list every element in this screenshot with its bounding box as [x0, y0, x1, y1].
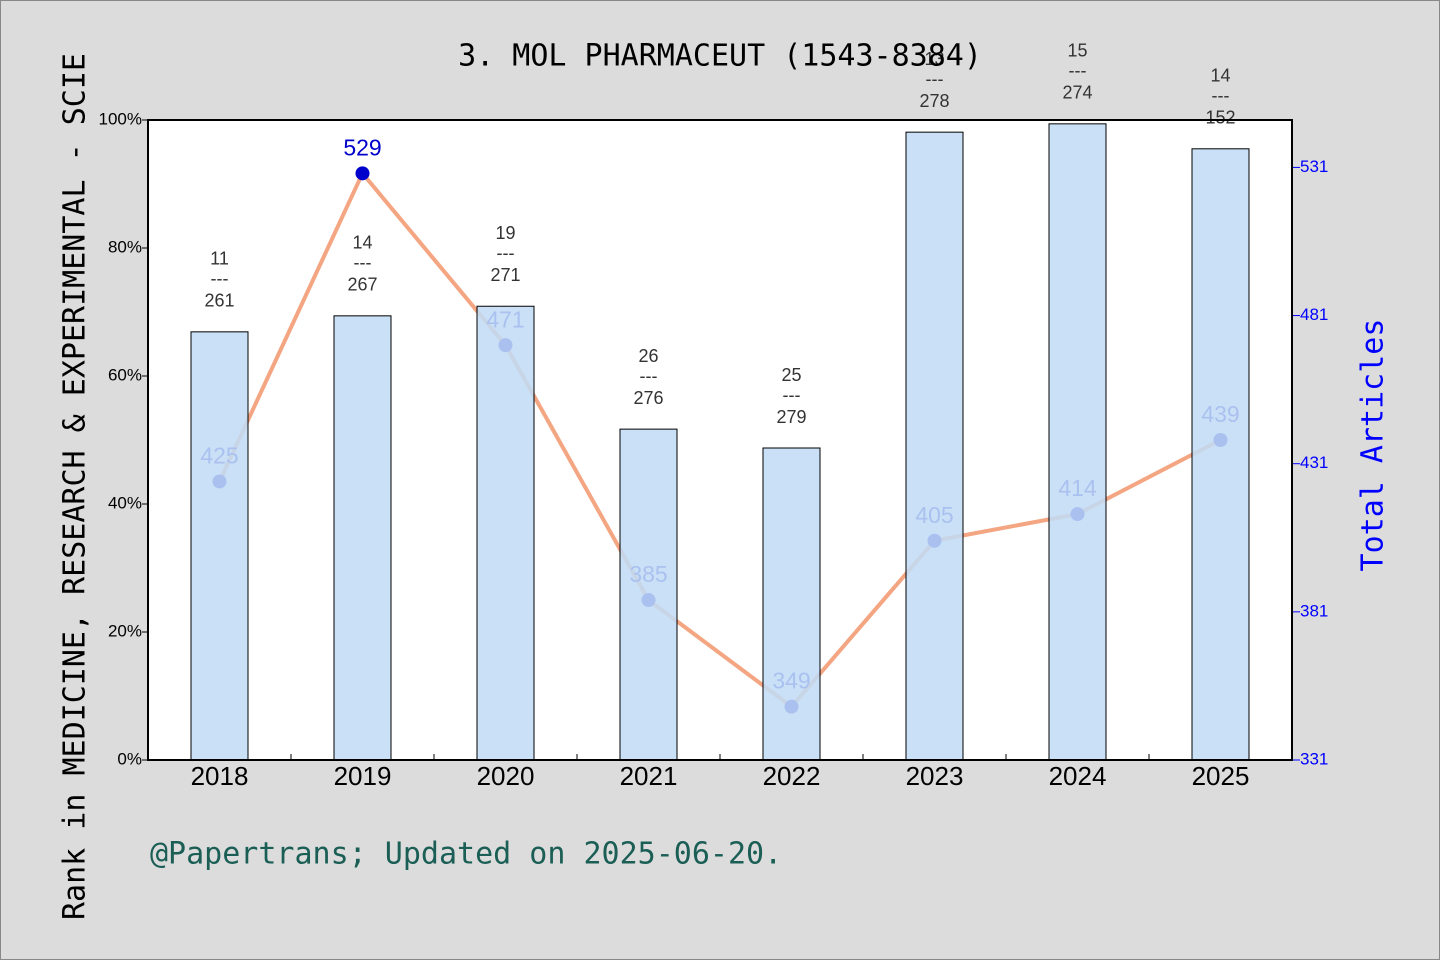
rank-label: 14 [1210, 66, 1230, 86]
y2-tick-label: 331 [1300, 749, 1328, 768]
x-tick-label: 2025 [1192, 761, 1250, 791]
y2-tick-label: 481 [1300, 305, 1328, 324]
rank-separator: --- [1069, 61, 1087, 81]
rank-total: 261 [204, 291, 234, 311]
y-tick-label: 100% [99, 109, 142, 128]
rank-total: 278 [919, 91, 949, 111]
rank-label: 25 [781, 365, 801, 385]
point [355, 166, 370, 181]
y2-tick-label: 531 [1300, 157, 1328, 176]
bar [1191, 148, 1250, 761]
rank-total: 274 [1062, 83, 1092, 103]
bar [619, 428, 678, 761]
x-tick-label: 2019 [334, 761, 392, 791]
plot-area [148, 120, 1292, 760]
bar [762, 447, 821, 761]
y-tick-label: 20% [108, 621, 142, 640]
y-tick-label: 0% [117, 749, 142, 768]
rank-label: 15 [1067, 41, 1087, 61]
rank-separator: --- [1212, 86, 1230, 106]
plot-frame [147, 119, 1293, 761]
rank-separator: --- [783, 385, 801, 405]
rank-total: 276 [633, 388, 663, 408]
rank-label: 19 [495, 223, 515, 243]
x-tick-label: 2023 [906, 761, 964, 791]
bar [333, 315, 392, 761]
rank-total: 152 [1205, 108, 1235, 128]
rank-separator: --- [497, 243, 515, 263]
bar [190, 331, 249, 761]
chart-title: 3. MOL PHARMACEUT (1543-8384) [458, 39, 982, 74]
rank-separator: --- [640, 366, 658, 386]
rank-separator: --- [354, 253, 372, 273]
x-tick-label: 2021 [620, 761, 678, 791]
bar [476, 305, 535, 761]
rank-label: 13 [924, 49, 944, 69]
y-tick-label: 60% [108, 365, 142, 384]
rank-label: 14 [352, 233, 372, 253]
bar [905, 131, 964, 761]
bar [1048, 123, 1107, 761]
rank-total: 279 [776, 407, 806, 427]
x-tick-label: 2018 [191, 761, 249, 791]
y-axis-label: Rank in MEDICINE, RESEARCH & EXPERIMENTA… [58, 53, 93, 920]
rank-separator: --- [211, 269, 229, 289]
rank-total: 271 [490, 265, 520, 285]
x-tick-label: 2024 [1049, 761, 1107, 791]
y-tick-label: 40% [108, 493, 142, 512]
footer: @Papertrans; Updated on 2025-06-20. [150, 837, 782, 872]
rank-label: 26 [638, 346, 658, 366]
x-tick-label: 2020 [477, 761, 535, 791]
x-tick-label: 2022 [763, 761, 821, 791]
rank-total: 267 [347, 275, 377, 295]
y2-tick-label: 431 [1300, 453, 1328, 472]
rank-separator: --- [926, 69, 944, 89]
y-tick-label: 80% [108, 237, 142, 256]
y2-tick-label: 381 [1300, 601, 1328, 620]
rank-label: 11 [210, 249, 229, 269]
point-label: 529 [343, 134, 381, 160]
y2-axis-label: Total Articles [1356, 319, 1391, 572]
